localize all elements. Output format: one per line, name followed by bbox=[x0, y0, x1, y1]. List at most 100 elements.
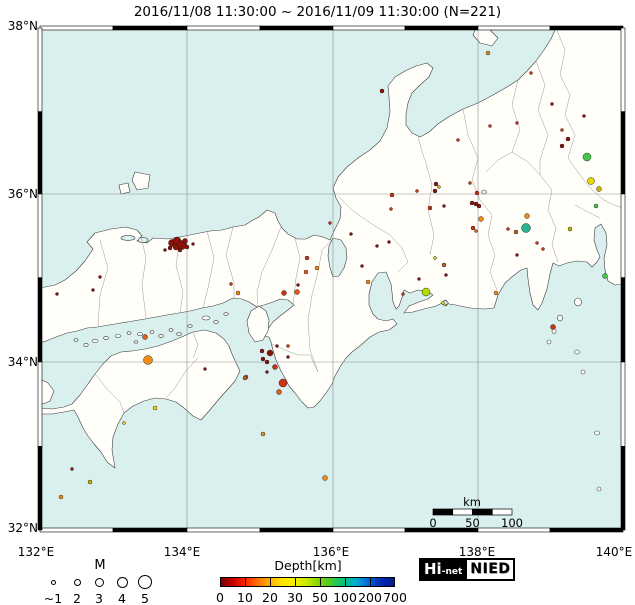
depth-colorbar-tick bbox=[270, 577, 271, 587]
quake-marker bbox=[473, 201, 479, 207]
izu-islands bbox=[546, 297, 602, 492]
quake-marker bbox=[242, 375, 248, 381]
quake-marker bbox=[567, 226, 573, 232]
map-frame bbox=[37, 25, 626, 533]
lat-tick-label: 36°N bbox=[7, 187, 38, 201]
quake-marker bbox=[470, 225, 476, 231]
shikoku-landmass bbox=[40, 329, 241, 469]
hinet-logo-left: Hi -net bbox=[421, 560, 466, 579]
quake-marker bbox=[266, 349, 274, 357]
quake-marker bbox=[389, 192, 395, 198]
prefecture-borders bbox=[94, 28, 623, 414]
depth-colorbar-tick bbox=[320, 577, 321, 587]
quake-marker bbox=[278, 378, 288, 388]
quake-marker bbox=[275, 344, 279, 348]
lat-tick-label: 38°N bbox=[7, 19, 38, 33]
quake-marker bbox=[442, 204, 446, 208]
quake-marker bbox=[276, 389, 282, 395]
page-title: 2016/11/08 11:30:00 ~ 2016/11/09 11:30:0… bbox=[133, 4, 502, 20]
quake-marker bbox=[433, 256, 437, 260]
quake-marker bbox=[281, 290, 287, 296]
quake-marker bbox=[182, 238, 188, 244]
quake-marker bbox=[529, 71, 533, 75]
depth-colorbar-tick bbox=[345, 577, 346, 587]
quake-marker bbox=[389, 207, 393, 211]
nied-logo-right: NIED bbox=[465, 560, 514, 579]
quake-marker bbox=[541, 247, 545, 251]
quake-marker bbox=[593, 203, 599, 209]
quake-marker bbox=[349, 232, 353, 236]
quake-marker bbox=[167, 245, 173, 251]
depth-tick-label: 100 bbox=[333, 590, 357, 605]
lat-tick-label: 34°N bbox=[7, 355, 38, 369]
depth-colorbar-tick bbox=[295, 577, 296, 587]
quake-marker bbox=[432, 188, 438, 194]
lat-tick-label: 32°N bbox=[7, 521, 38, 535]
quake-marker bbox=[365, 279, 371, 285]
quake-marker bbox=[474, 229, 478, 233]
quake-marker bbox=[163, 248, 167, 252]
quake-marker bbox=[524, 213, 530, 219]
depth-tick-label: 0 bbox=[216, 590, 224, 605]
depth-legend-title: Depth[km] bbox=[274, 558, 342, 573]
scale-bar-tick-label: 0 bbox=[429, 516, 436, 530]
quake-marker bbox=[535, 241, 539, 245]
graticule bbox=[40, 28, 623, 530]
quake-marker bbox=[265, 370, 269, 374]
scale-bar-tick-label: 50 bbox=[465, 516, 480, 530]
quake-marker bbox=[379, 88, 385, 94]
depth-tick-label: 700 bbox=[383, 590, 407, 605]
depth-colorbar-tick bbox=[245, 577, 246, 587]
magnitude-legend-title: M bbox=[94, 558, 106, 573]
oki-islands bbox=[118, 171, 151, 195]
quake-marker bbox=[560, 128, 564, 132]
magnitude-legend-label: ~1 bbox=[43, 591, 63, 605]
magnitude-legend-circle bbox=[50, 579, 56, 585]
quake-marker bbox=[303, 269, 309, 275]
quake-marker bbox=[272, 364, 278, 370]
quake-marker bbox=[433, 181, 439, 187]
quake-marker bbox=[602, 273, 608, 279]
depth-tick-label: 20 bbox=[262, 590, 278, 605]
quake-marker bbox=[515, 253, 519, 257]
quake-marker bbox=[314, 265, 320, 271]
quake-marker bbox=[415, 189, 419, 193]
quake-marker bbox=[264, 359, 270, 365]
quake-marker bbox=[421, 287, 431, 297]
quake-marker bbox=[122, 421, 126, 425]
quake-marker bbox=[184, 244, 190, 250]
kyushu-landmass bbox=[40, 378, 55, 405]
quake-marker bbox=[172, 243, 180, 251]
depth-tick-label: 50 bbox=[312, 590, 328, 605]
quake-marker bbox=[565, 136, 571, 142]
quake-marker bbox=[58, 494, 64, 500]
quake-marker bbox=[488, 124, 492, 128]
quake-marker bbox=[286, 355, 290, 359]
quake-marker bbox=[513, 229, 519, 235]
magnitude-legend-circle bbox=[116, 576, 128, 588]
quake-marker bbox=[515, 121, 519, 125]
quake-marker bbox=[177, 247, 183, 253]
quake-marker bbox=[427, 205, 433, 211]
magnitude-legend-circle bbox=[94, 577, 104, 587]
quake-marker bbox=[203, 367, 207, 371]
depth-tick-label: 30 bbox=[287, 590, 303, 605]
magnitude-legend-label: 3 bbox=[95, 591, 103, 605]
quake-marker bbox=[296, 283, 300, 287]
japan-map-svg: km 0 50 100 bbox=[37, 25, 626, 533]
quake-marker bbox=[506, 227, 510, 231]
honshu-landmass bbox=[40, 28, 623, 409]
quake-marker bbox=[304, 255, 310, 261]
scale-bar-tick-labels: 0 50 100 bbox=[429, 516, 523, 530]
quake-marker bbox=[478, 216, 484, 222]
quake-marker bbox=[294, 289, 300, 295]
quake-marker bbox=[387, 240, 391, 244]
quake-marker bbox=[143, 355, 153, 365]
quake-marker bbox=[559, 143, 565, 149]
quake-marker bbox=[375, 244, 379, 248]
depth-tick-label: 10 bbox=[237, 590, 253, 605]
quake-marker bbox=[286, 344, 290, 348]
quake-marker bbox=[485, 50, 491, 56]
quake-marker bbox=[152, 405, 158, 411]
quake-marker bbox=[476, 203, 482, 209]
